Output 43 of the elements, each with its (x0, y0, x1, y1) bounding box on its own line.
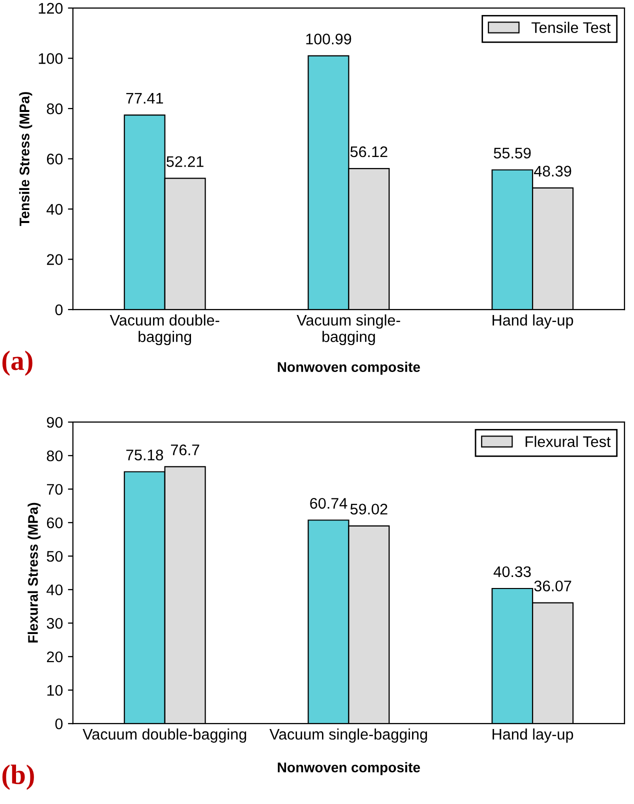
data-label: 52.21 (166, 156, 204, 168)
x-axis-title: Nonwoven composite (278, 762, 420, 776)
data-label: 76.7 (170, 444, 200, 456)
data-label: 100.99 (306, 34, 352, 44)
y-tick-label: 120 (38, 2, 63, 14)
y-tick-label: 20 (46, 651, 63, 662)
data-label: 55.59 (494, 148, 531, 159)
y-axis-title: Flexural Stress (MPa) (28, 502, 41, 643)
data-label: 77.41 (126, 93, 163, 104)
data-label: 56.12 (350, 146, 388, 158)
y-tick-label: 50 (46, 550, 63, 562)
legend-label: Tensile Test (532, 22, 611, 34)
y-tick-label: 80 (46, 103, 63, 114)
y-tick-label: 90 (46, 416, 63, 428)
data-label: 59.02 (350, 504, 388, 515)
y-tick-label: 30 (46, 618, 63, 629)
y-tick-label: 0 (55, 718, 63, 730)
x-tick-label: Hand lay-up (492, 314, 574, 329)
legend-label: Flexural Test (526, 436, 611, 448)
data-label: 48.39 (534, 166, 572, 177)
y-tick-label: 70 (46, 484, 63, 495)
data-label: 40.33 (494, 566, 531, 578)
y-tick-label: 60 (46, 154, 63, 164)
text: (a) (2, 350, 32, 376)
x-tick-label: Vacuum double-bagging (82, 728, 246, 743)
y-tick-label: 0 (55, 304, 63, 316)
y-tick-label: 100 (38, 53, 63, 64)
y-tick-label: 40 (46, 204, 63, 215)
data-label: 60.74 (310, 498, 348, 509)
x-tick-label: Vacuum double- bagging (110, 314, 220, 346)
data-label: 36.07 (534, 580, 572, 592)
y-tick-label: 80 (46, 450, 63, 462)
text: (b) (2, 764, 34, 790)
y-tick-label: 10 (47, 684, 63, 696)
x-tick-label: Vacuum single-bagging (270, 728, 427, 743)
y-tick-label: 20 (46, 254, 63, 265)
x-tick-label: Hand lay-up (492, 728, 574, 743)
y-tick-label: 60 (46, 517, 63, 528)
y-axis-title: Tensile Stress (MPa) (19, 92, 32, 226)
data-label: 75.18 (126, 450, 164, 460)
y-tick-label: 40 (46, 584, 63, 596)
x-tick-label: Vacuum single- bagging (296, 314, 400, 346)
x-axis-title: Nonwoven composite (278, 362, 420, 375)
